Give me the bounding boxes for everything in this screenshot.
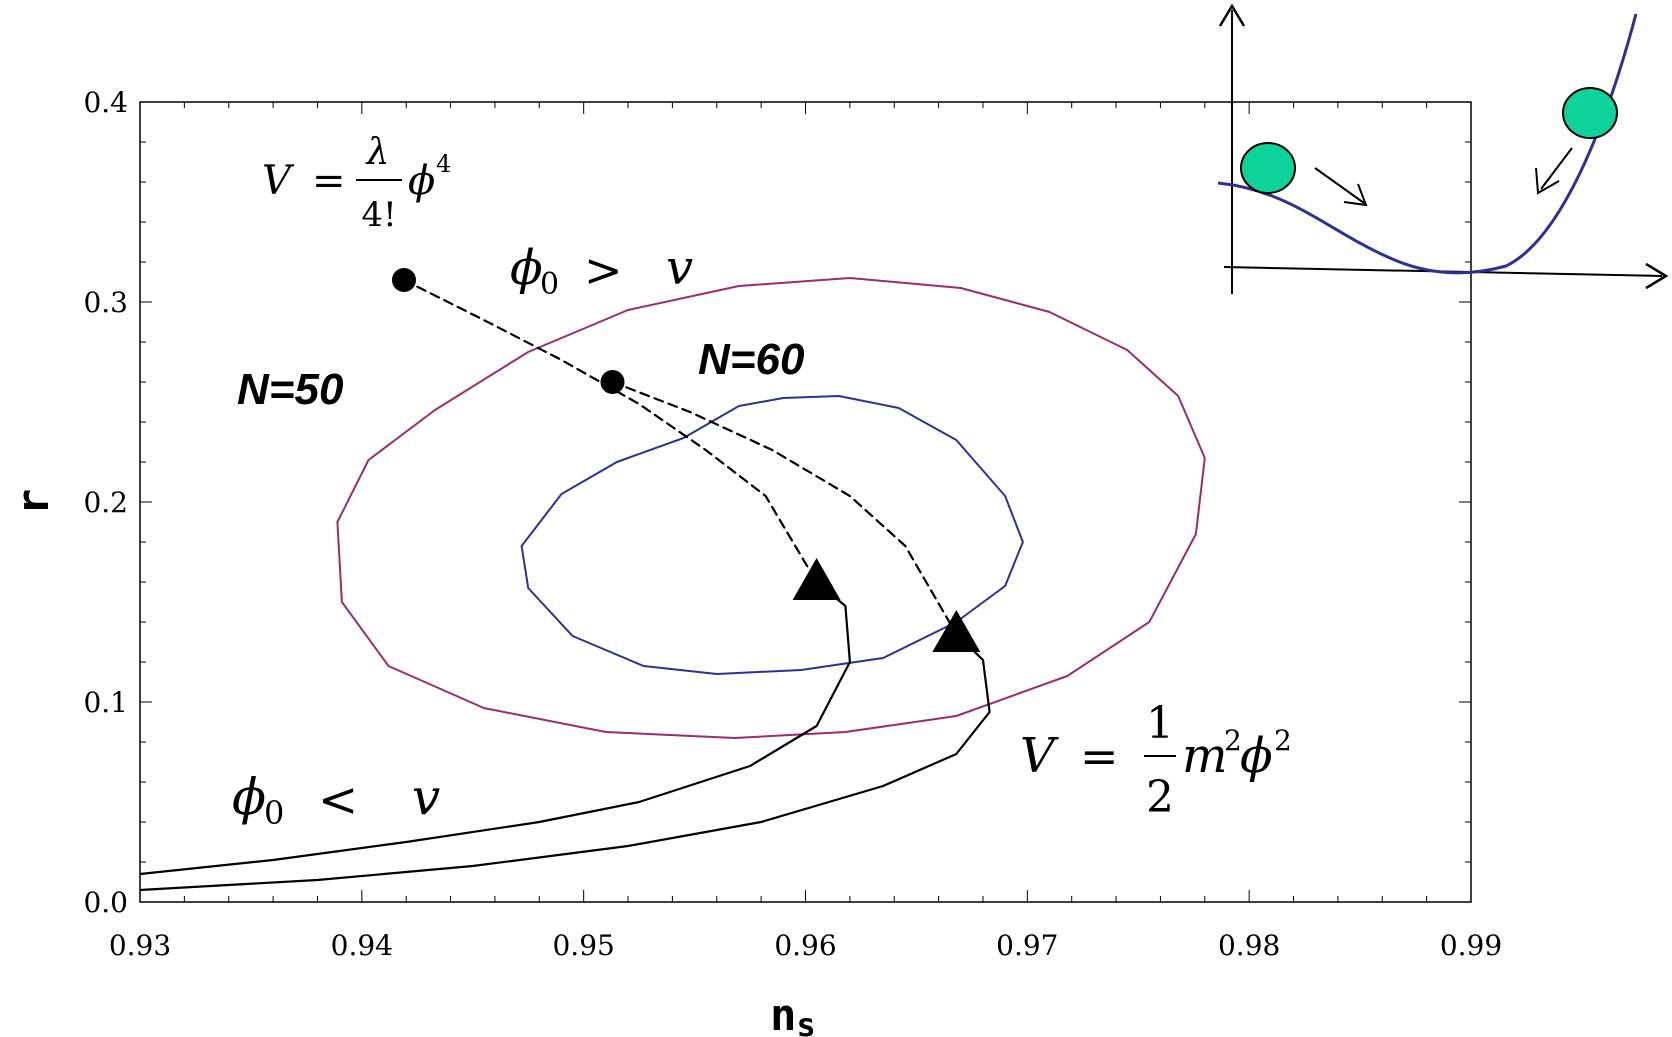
svg-text:V: V	[262, 158, 295, 204]
y-tick-label: 0.3	[83, 286, 128, 319]
inset-arrow-right	[1314, 167, 1365, 204]
potential-inset	[1217, 3, 1669, 294]
svg-text:=: =	[1080, 729, 1119, 783]
x-tick-label: 0.98	[1218, 929, 1280, 962]
circle-marker	[391, 268, 416, 292]
y-tick-label: 0.0	[83, 886, 128, 919]
svg-text:v: v	[666, 240, 693, 296]
phi-greater-label: ϕ 0 > v	[510, 240, 693, 302]
svg-text:ϕ: ϕ	[1240, 728, 1273, 784]
svg-text:λ: λ	[365, 132, 390, 173]
x-tick-label: 0.95	[552, 929, 614, 962]
series-solid-4	[140, 580, 852, 876]
inset-x-arrowhead	[1645, 262, 1669, 290]
svg-text:1: 1	[1146, 698, 1174, 749]
svg-text:V: V	[1020, 728, 1059, 784]
svg-text:2: 2	[1224, 724, 1242, 757]
inset-ball-right	[1562, 87, 1618, 139]
x-axis-title: ns	[770, 990, 816, 1037]
y-tick-label: 0.4	[83, 86, 128, 119]
series-ellipse-0	[336, 277, 1206, 739]
y-tick-label: 0.1	[83, 686, 128, 719]
svg-text:0: 0	[264, 794, 284, 832]
svg-text:ϕ: ϕ	[408, 158, 435, 204]
x-tick-label: 0.99	[1440, 929, 1502, 962]
svg-text:ϕ: ϕ	[232, 768, 266, 826]
svg-text:>: >	[584, 243, 623, 297]
y-tick-labels: 0.0 0.1 0.2 0.3 0.4	[83, 86, 128, 919]
inset-potential-curve	[1217, 13, 1638, 275]
y-axis-title: r	[8, 489, 59, 516]
svg-text:2: 2	[1146, 772, 1174, 823]
svg-text:=: =	[312, 158, 346, 204]
circle-marker	[600, 370, 625, 394]
x-tick-labels: 0.93 0.94 0.95 0.96 0.97 0.98 0.99	[109, 929, 1502, 962]
inset-ball-left	[1240, 142, 1296, 194]
svg-text:v: v	[412, 768, 440, 826]
tick-marks	[139, 101, 1472, 903]
phi2-potential-label: V = 1 2 m 2 ϕ 2	[1020, 698, 1292, 823]
x-tick-label: 0.96	[774, 929, 836, 962]
n50-label: N=50	[237, 365, 344, 414]
markers-layer	[391, 268, 981, 652]
svg-text:4: 4	[436, 150, 451, 178]
x-tick-label: 0.94	[331, 929, 393, 962]
n60-label: N=60	[698, 335, 805, 384]
x-tick-label: 0.97	[996, 929, 1058, 962]
svg-text:0: 0	[540, 267, 559, 302]
series-layer	[140, 277, 1206, 892]
triangle-marker	[932, 610, 981, 652]
svg-text:<: <	[318, 772, 358, 828]
y-tick-label: 0.2	[83, 486, 128, 519]
svg-text:m: m	[1182, 728, 1228, 784]
inset-arrow-left	[1540, 147, 1573, 190]
phi-less-label: ϕ 0 < v	[232, 768, 440, 832]
series-solid-5	[140, 632, 991, 892]
svg-text:ϕ: ϕ	[510, 240, 543, 296]
x-tick-label: 0.93	[109, 929, 171, 962]
phi4-potential-label: V = λ 4! ϕ 4	[262, 132, 451, 235]
svg-text:4!: 4!	[361, 195, 396, 235]
triangle-marker	[792, 558, 841, 600]
series-ellipse-1	[520, 395, 1024, 675]
svg-text:2: 2	[1274, 724, 1292, 757]
series-dashed-3	[611, 380, 958, 636]
inset-y-arrowhead	[1218, 3, 1246, 27]
series-dashed-2	[402, 278, 818, 584]
